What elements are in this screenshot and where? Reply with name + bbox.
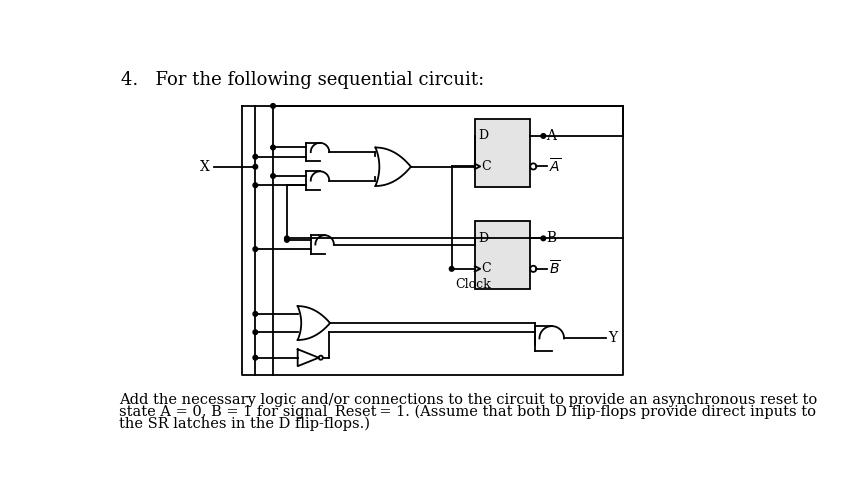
Polygon shape <box>534 326 564 351</box>
Circle shape <box>285 236 289 241</box>
Polygon shape <box>298 349 319 366</box>
Circle shape <box>253 355 258 360</box>
Circle shape <box>253 330 258 335</box>
Text: 4.   For the following sequential circuit:: 4. For the following sequential circuit: <box>121 71 485 89</box>
Text: Y: Y <box>608 332 617 345</box>
Circle shape <box>271 104 276 108</box>
Circle shape <box>541 236 545 241</box>
Text: D: D <box>479 232 489 245</box>
Circle shape <box>449 267 454 271</box>
Text: $\overline{A}$: $\overline{A}$ <box>550 157 561 175</box>
Text: C: C <box>481 263 491 275</box>
Text: A: A <box>546 129 556 143</box>
Text: C: C <box>481 160 491 173</box>
Text: Add the necessary logic and/or connections to the circuit to provide an asynchro: Add the necessary logic and/or connectio… <box>119 393 817 407</box>
Circle shape <box>253 311 258 316</box>
Circle shape <box>271 145 276 150</box>
Text: the SR latches in the D flip-flops.): the SR latches in the D flip-flops.) <box>119 416 370 430</box>
Text: X: X <box>200 160 210 174</box>
Circle shape <box>271 174 276 178</box>
Polygon shape <box>306 143 330 161</box>
Circle shape <box>253 247 258 251</box>
Circle shape <box>541 134 545 138</box>
Bar <box>475 119 530 187</box>
Bar <box>475 221 530 289</box>
Polygon shape <box>306 171 330 190</box>
Text: B: B <box>546 231 556 245</box>
Text: D: D <box>479 130 489 143</box>
Polygon shape <box>298 306 330 340</box>
Polygon shape <box>311 235 334 254</box>
Circle shape <box>253 154 258 159</box>
Text: state A = 0, B = 1 for signal  Reset = 1. (Assume that both D flip-flops provide: state A = 0, B = 1 for signal Reset = 1.… <box>119 405 816 419</box>
Circle shape <box>253 164 258 169</box>
Circle shape <box>253 183 258 187</box>
Text: $\overline{B}$: $\overline{B}$ <box>550 260 561 278</box>
Polygon shape <box>375 148 411 186</box>
Text: Clock: Clock <box>455 278 491 291</box>
Circle shape <box>285 237 289 242</box>
